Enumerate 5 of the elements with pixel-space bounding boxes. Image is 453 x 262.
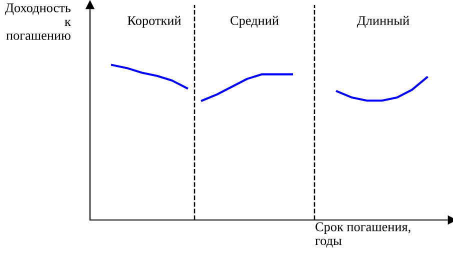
text: Короткий [128, 16, 181, 28]
text: Средний [230, 16, 279, 28]
x-axis-title: Срок погашения, годы [315, 222, 410, 248]
text: Длинный [356, 16, 410, 28]
y-axis-title: Доходность к погашению [5, 4, 71, 40]
